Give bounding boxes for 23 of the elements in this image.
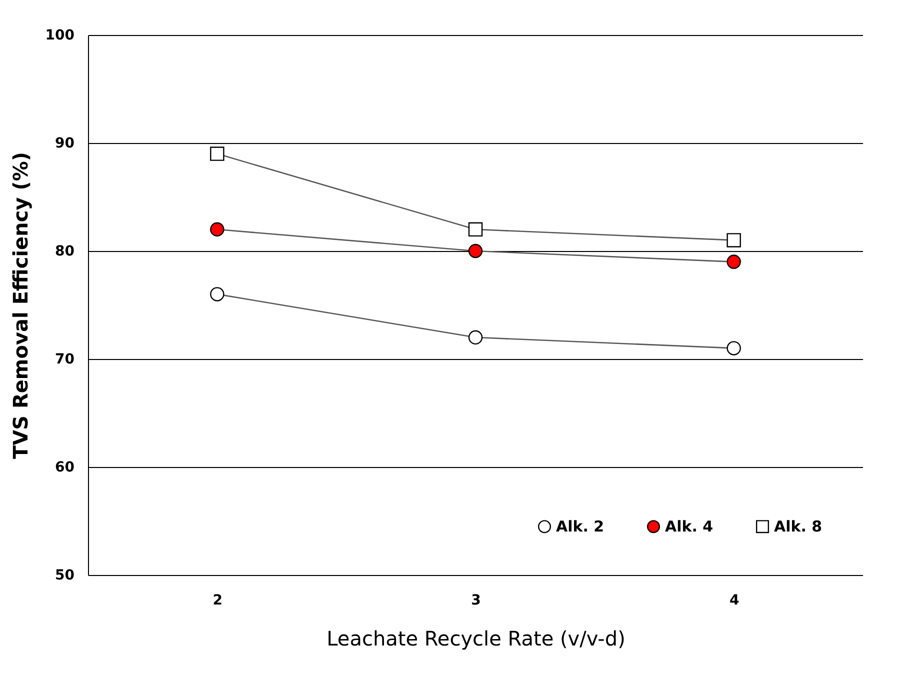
- legend-label: Alk. 2: [556, 518, 604, 536]
- y-tick-label: 100: [45, 28, 75, 44]
- point: [726, 254, 741, 269]
- y-tick-label: 50: [55, 568, 75, 584]
- y-axis-title: TVS Removal Efficiency (%): [8, 152, 32, 460]
- x-tick-label: 4: [729, 592, 740, 608]
- legend-label: Alk. 4: [665, 518, 714, 536]
- point: [210, 287, 224, 302]
- y-tick-label: 80: [55, 244, 75, 260]
- y-tick-label: 70: [55, 352, 75, 368]
- point: [468, 222, 483, 237]
- point: [468, 244, 483, 258]
- x-axis-title: Leachate Recycle Rate (v/v-d): [326, 626, 626, 650]
- point: [468, 330, 483, 345]
- point: [210, 146, 224, 161]
- point: [726, 233, 741, 248]
- y-tick-label: 90: [55, 136, 75, 152]
- y-tick-label: 60: [55, 460, 75, 476]
- x-tick-label: 2: [212, 592, 223, 608]
- legend-label: Alk. 8: [774, 518, 822, 536]
- x-tick-label: 3: [471, 592, 481, 608]
- point: [726, 341, 741, 356]
- point: [210, 222, 224, 237]
